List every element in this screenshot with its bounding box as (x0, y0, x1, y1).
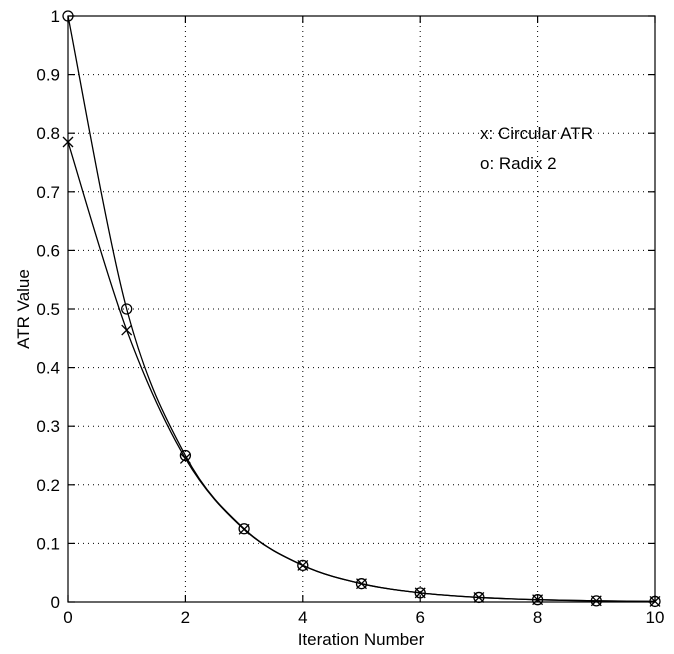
data-point-radix-2 (531, 594, 544, 606)
data-point-circular-atr (179, 452, 191, 464)
x-tick-label: 2 (181, 608, 190, 627)
x-tick-label: 6 (415, 608, 424, 627)
tick-marks (67, 15, 656, 603)
legend-entry-circular-atr: x: Circular ATR (480, 124, 593, 143)
legend: x: Circular ATR o: Radix 2 (480, 124, 593, 173)
y-tick-label: 0.9 (36, 66, 60, 85)
y-tick-label: 0.1 (36, 534, 60, 553)
x-tick-label: 4 (298, 608, 307, 627)
x-marker-stroke (121, 324, 133, 336)
y-axis-label: ATR Value (14, 269, 33, 349)
legend-entry-radix-2: o: Radix 2 (480, 154, 557, 173)
x-axis-label: Iteration Number (298, 630, 425, 649)
y-tick-label: 0.6 (36, 241, 60, 260)
x-tick-label: 0 (63, 608, 72, 627)
x-tick-label: 10 (646, 608, 665, 627)
data-point-radix-2 (590, 595, 602, 607)
x-marker-stroke (179, 452, 191, 464)
data-point-radix-2 (121, 303, 133, 315)
y-tick-label: 0.2 (36, 476, 60, 495)
y-tick-label: 0.8 (36, 124, 60, 143)
data-point-circular-atr (121, 324, 133, 336)
x-tick-label: 8 (533, 608, 542, 627)
y-tick-label: 0.3 (36, 417, 60, 436)
data-point-radix-2 (238, 523, 250, 535)
y-tick-label: 1 (51, 7, 60, 26)
data-point-radix-2 (355, 578, 368, 590)
data-point-radix-2 (297, 559, 309, 572)
data-point-radix-2 (179, 449, 192, 462)
y-tick-label: 0.5 (36, 300, 60, 319)
y-tick-label: 0 (51, 593, 60, 612)
y-tick-label: 0.4 (36, 359, 60, 378)
tick-labels: 0 2 4 6 8 10 0 0.1 0.2 0.3 0.4 0.5 0.6 0.7 0.8 0.9 1 (36, 7, 664, 627)
y-tick-label: 0.7 (36, 183, 60, 202)
